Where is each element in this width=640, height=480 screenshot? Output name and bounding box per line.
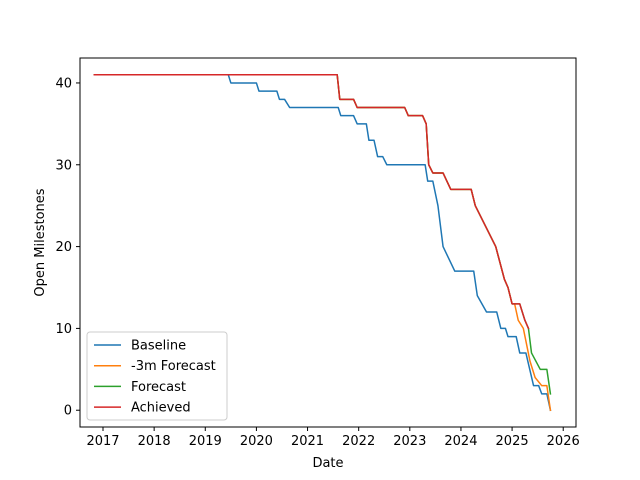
y-tick-label: 0: [64, 404, 72, 419]
series-layer: [93, 74, 552, 412]
x-tick-label: 2017: [86, 434, 119, 449]
x-tick-label: 2018: [138, 434, 171, 449]
axes-frame: [79, 57, 577, 428]
x-axis-label: Date: [312, 456, 343, 471]
series-line-3: [93, 74, 530, 330]
series-line-0: [93, 74, 552, 412]
x-tick-label: 2025: [496, 434, 529, 449]
y-tick-label: 20: [55, 240, 72, 255]
legend-label-0: Baseline: [131, 339, 186, 354]
tick-layer: 2017 2018 2019 2020 2021 2022 2023 2024 2025 2026…: [55, 76, 579, 449]
x-tick-label: 2022: [342, 434, 375, 449]
y-tick-label: 30: [55, 158, 72, 173]
x-tick-label: 2021: [291, 434, 324, 449]
legend-label-3: Achieved: [131, 401, 191, 416]
y-tick-label: 10: [55, 322, 72, 337]
x-tick-label: 2024: [444, 434, 477, 449]
x-tick-label: 2023: [393, 434, 426, 449]
legend-label-1: -3m Forecast: [131, 359, 216, 374]
y-axis-label: Open Milestones: [33, 188, 48, 296]
legend-label-2: Forecast: [131, 380, 186, 395]
y-tick-label: 40: [55, 76, 72, 91]
x-tick-label: 2019: [189, 434, 222, 449]
x-tick-label: 2020: [240, 434, 273, 449]
legend: Baseline -3m Forecast Forecast Achieved: [86, 331, 228, 421]
x-tick-label: 2026: [547, 434, 580, 449]
legend-box: [86, 331, 228, 421]
